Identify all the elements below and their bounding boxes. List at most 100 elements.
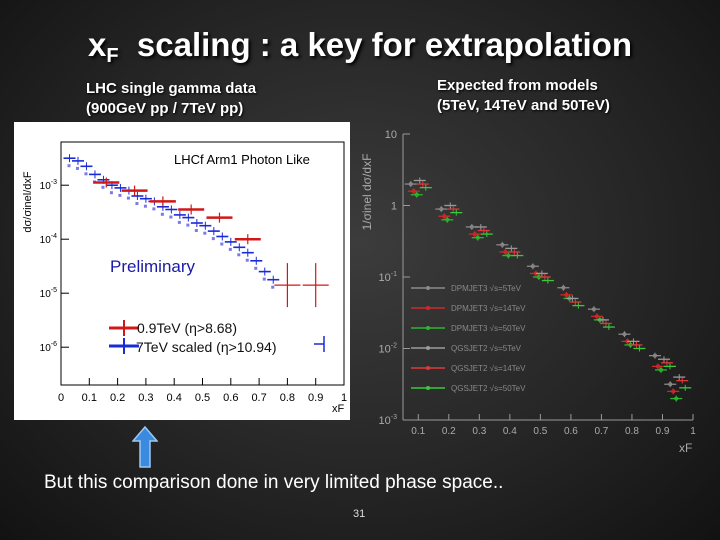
- y-tick-label: 10-5: [40, 287, 57, 300]
- caption-lhc-data: LHC single gamma data (900GeV pp / 7TeV …: [86, 79, 256, 119]
- scatter-dot-7tev-scaled: [245, 258, 249, 262]
- scatter-dot-7tev-scaled: [271, 285, 275, 289]
- scatter-dot-7tev-scaled: [160, 212, 164, 216]
- caption-left-line-1: LHC single gamma data: [86, 80, 257, 97]
- model-marker-0: [622, 332, 627, 337]
- x-tick-label: 0.4: [167, 392, 182, 404]
- x-tick-label: 0: [58, 392, 64, 404]
- x-axis-label: xF: [332, 403, 345, 415]
- title-x: x: [87, 26, 107, 63]
- slide-title: xF scaling : a key for extrapolation: [0, 26, 720, 68]
- scatter-dot-7tev-scaled: [143, 204, 147, 208]
- x-tick-label: 0.1: [82, 392, 97, 404]
- model-marker-2: [506, 253, 511, 258]
- chart-title: LHCf Arm1 Photon Like: [174, 152, 310, 167]
- x-tick-label: 0.8: [280, 392, 295, 404]
- caption-models: Expected from models (5TeV, 14TeV and 50…: [437, 76, 610, 116]
- title-subscript: F: [106, 45, 119, 67]
- lhcf-data-chart-panel: LHCf Arm1 Photon Like 0 0.1 0.2 0.3 0.4 0.5 0.6…: [14, 122, 350, 420]
- x-axis-label: xF: [679, 441, 692, 455]
- caption-left-line-2: (900GeV pp / 7TeV pp): [86, 100, 244, 117]
- x-tick-label: 0.8: [625, 426, 639, 437]
- model-marker-0: [469, 224, 474, 230]
- y-axis-label: dσ/σinel/dxF: [22, 171, 34, 233]
- y-axis-label: 1/σinel dσ/dxF: [360, 154, 374, 231]
- scatter-dot-7tev-scaled: [228, 247, 232, 251]
- scatter-dot-7tev-scaled: [262, 277, 266, 281]
- legend-marker-5: [426, 386, 430, 390]
- model-marker-1: [655, 364, 661, 369]
- y-tick-exponent: -5: [51, 287, 57, 294]
- legend-marker-0: [426, 286, 430, 290]
- model-marker-1: [411, 189, 416, 194]
- legend-label-4: QGSJET2 √s=14TeV: [451, 364, 526, 373]
- model-marker-0: [591, 307, 597, 312]
- model-marker-2: [475, 235, 480, 240]
- y-tick-label: 10-3: [379, 414, 398, 427]
- y-tick-label: 10-6: [40, 341, 57, 354]
- y-tick-exponent: -1: [391, 271, 397, 278]
- x-tick-label: 0.1: [411, 426, 425, 437]
- legend-marker-2: [426, 326, 430, 330]
- bottom-statement: But this comparison done in very limited…: [44, 472, 504, 493]
- x-tick-label: 0.3: [472, 426, 486, 437]
- legend-label-1: DPMJET3 √s=14TeV: [451, 304, 526, 313]
- x-tick-label: 0.9: [656, 426, 670, 437]
- model-marker-2: [658, 367, 664, 373]
- y-tick-exponent: -2: [391, 343, 397, 350]
- y-tick-exponent: -4: [51, 233, 57, 240]
- y-tick-label: 10-4: [40, 233, 57, 246]
- model-marker-1: [594, 314, 600, 319]
- x-tick-label: 0.4: [503, 426, 517, 437]
- legend-marker-4: [426, 366, 430, 370]
- y-tick-label: 10-3: [40, 179, 57, 192]
- scatter-dot-7tev-scaled: [211, 237, 215, 241]
- model-marker-0: [530, 264, 535, 269]
- scatter-dot-7tev-scaled: [237, 253, 241, 257]
- scatter-dot-7tev-scaled: [118, 193, 122, 197]
- scatter-dot-7tev-scaled: [194, 229, 198, 232]
- scatter-dot-7tev-scaled: [126, 196, 130, 200]
- title-rest: scaling : a key for extrapolation: [118, 26, 633, 63]
- model-prediction-chart: 10 1 10-1 10-2 10-3 0.1 0.2 0.3 0.4 0.5 0.6 0.7 0.8 0…: [360, 129, 696, 455]
- scatter-dot-7tev-scaled: [135, 202, 139, 205]
- legend-label-5: QGSJET2 √s=50TeV: [451, 384, 526, 393]
- up-arrow-icon: [132, 426, 158, 468]
- scatter-dot-7tev-scaled: [220, 242, 224, 246]
- y-tick-exponent: -6: [51, 341, 57, 348]
- scatter-dot-7tev-scaled: [186, 223, 190, 227]
- x-tick-label: 0.2: [110, 392, 125, 404]
- x-tick-label: 0.7: [251, 392, 266, 404]
- scatter-dot-7tev-scaled: [84, 172, 88, 176]
- x-tick-label: 0.5: [533, 426, 547, 437]
- legend-label-2: DPMJET3 √s=50TeV: [451, 324, 526, 333]
- model-marker-1: [472, 232, 477, 237]
- model-marker-0: [408, 181, 413, 187]
- legend-entry-7tev-scaled: 7TeV scaled (η>10.94): [136, 339, 277, 355]
- model-marker-0: [439, 206, 444, 212]
- y-tick-label: 10-1: [379, 271, 398, 284]
- legend-marker-1: [426, 306, 430, 310]
- page-number: 31: [353, 508, 366, 520]
- y-tick-exponent: -3: [51, 179, 57, 186]
- y-tick-label: 10-2: [379, 343, 398, 356]
- x-tick-label: 0.2: [442, 426, 456, 437]
- model-marker-0: [668, 382, 673, 387]
- x-tick-label: 0.6: [564, 426, 578, 437]
- model-marker-0: [652, 353, 658, 358]
- y-tick-label: 10: [385, 129, 397, 141]
- scatter-dot-7tev-scaled: [169, 215, 173, 219]
- legend-label-0: DPMJET3 √s=5TeV: [451, 284, 522, 293]
- model-marker-0: [500, 242, 505, 247]
- scatter-dot-7tev-scaled: [67, 164, 71, 168]
- x-tick-label: 1: [341, 392, 347, 404]
- model-marker-2: [445, 217, 450, 222]
- x-tick-label: 1: [690, 426, 696, 437]
- scatter-dot-7tev-scaled: [109, 191, 113, 195]
- scatter-dot-7tev-scaled: [177, 220, 181, 224]
- scatter-dot-7tev-scaled: [101, 185, 105, 189]
- caption-right-line-2: (5TeV, 14TeV and 50TeV): [437, 97, 610, 114]
- x-tick-label: 0.3: [138, 392, 153, 404]
- scatter-dot-7tev-scaled: [254, 266, 258, 270]
- caption-right-line-1: Expected from models: [437, 77, 598, 94]
